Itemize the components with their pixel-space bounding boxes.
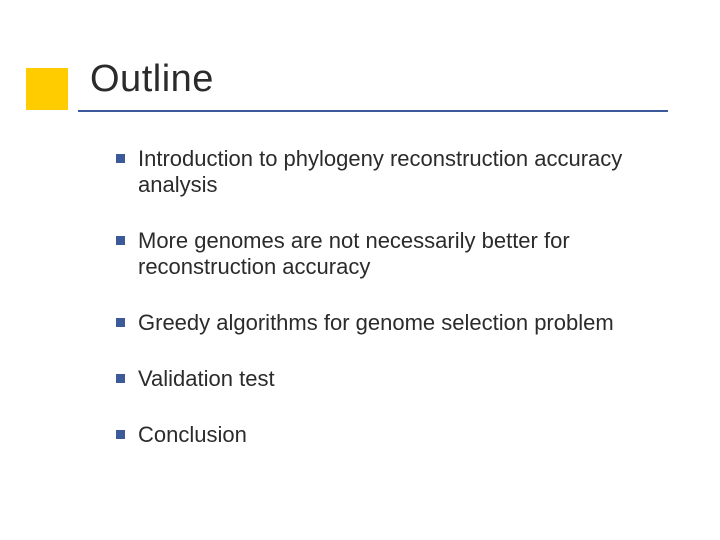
square-bullet-icon: [116, 236, 125, 245]
title-region: Outline: [90, 58, 214, 101]
list-item: Introduction to phylogeny reconstruction…: [116, 146, 676, 198]
list-item: More genomes are not necessarily better …: [116, 228, 676, 280]
body-region: Introduction to phylogeny reconstruction…: [116, 146, 676, 478]
title-underline: [78, 110, 668, 112]
list-item: Greedy algorithms for genome selection p…: [116, 310, 676, 336]
list-item: Conclusion: [116, 422, 676, 448]
square-bullet-icon: [116, 318, 125, 327]
accent-block: [26, 68, 68, 110]
list-item: Validation test: [116, 366, 676, 392]
list-item-text: Conclusion: [138, 422, 676, 448]
slide: Outline Introduction to phylogeny recons…: [0, 0, 720, 540]
slide-title: Outline: [90, 58, 214, 100]
list-item-text: Validation test: [138, 366, 676, 392]
list-item-text: More genomes are not necessarily better …: [138, 228, 676, 280]
square-bullet-icon: [116, 430, 125, 439]
square-bullet-icon: [116, 374, 125, 383]
list-item-text: Greedy algorithms for genome selection p…: [138, 310, 676, 336]
square-bullet-icon: [116, 154, 125, 163]
list-item-text: Introduction to phylogeny reconstruction…: [138, 146, 676, 198]
